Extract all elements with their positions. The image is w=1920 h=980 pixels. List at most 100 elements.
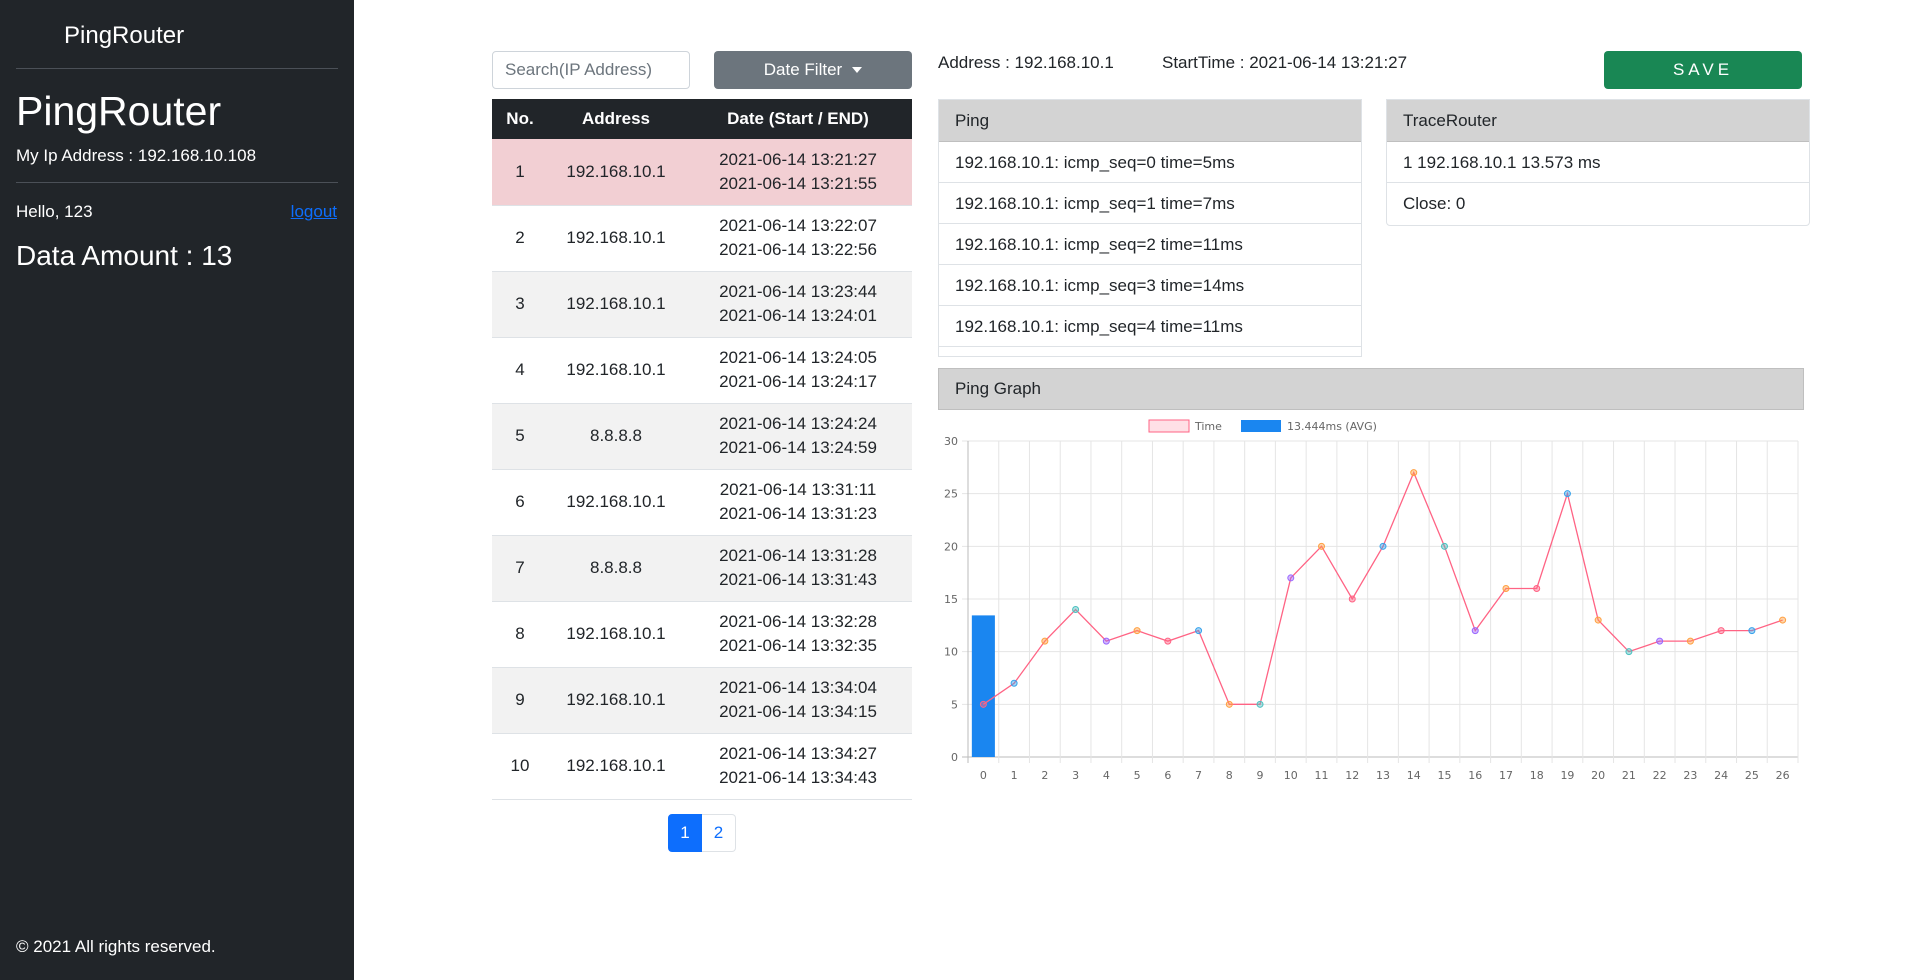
row-end: 2021-06-14 13:34:15 xyxy=(719,702,877,721)
data-point xyxy=(1717,627,1725,635)
row-start: 2021-06-14 13:24:05 xyxy=(719,348,877,367)
data-point xyxy=(1102,637,1110,645)
data-point xyxy=(1133,627,1141,635)
trace-panel-title: TraceRouter xyxy=(1387,100,1809,142)
row-end: 2021-06-14 13:24:59 xyxy=(719,438,877,457)
date-filter-button[interactable]: Date Filter xyxy=(714,51,912,89)
row-start: 2021-06-14 13:23:44 xyxy=(719,282,877,301)
data-point xyxy=(1256,700,1264,708)
table-row[interactable]: 9 192.168.10.1 2021-06-14 13:34:04 2021-0… xyxy=(492,667,912,734)
date-filter-label: Date Filter xyxy=(763,60,843,79)
x-tick-label: 3 xyxy=(1072,769,1079,782)
x-tick-label: 17 xyxy=(1499,769,1513,782)
x-tick-label: 21 xyxy=(1622,769,1636,782)
row-address: 8.8.8.8 xyxy=(548,403,684,470)
data-point xyxy=(1625,648,1633,656)
selected-address: Address : 192.168.10.1 xyxy=(938,53,1114,72)
x-tick-label: 20 xyxy=(1591,769,1605,782)
row-dates: 2021-06-14 13:23:44 2021-06-14 13:24:01 xyxy=(684,271,912,338)
x-tick-label: 11 xyxy=(1315,769,1329,782)
table-row[interactable]: 6 192.168.10.1 2021-06-14 13:31:11 2021-0… xyxy=(492,469,912,536)
legend-swatch-avg xyxy=(1241,420,1281,432)
data-point xyxy=(1533,584,1541,592)
x-tick-label: 10 xyxy=(1284,769,1298,782)
logout-link[interactable]: logout xyxy=(290,202,337,221)
row-start: 2021-06-14 13:31:28 xyxy=(719,546,877,565)
row-dates: 2021-06-14 13:24:24 2021-06-14 13:24:59 xyxy=(684,403,912,470)
data-point xyxy=(979,700,987,708)
table-row[interactable]: 4 192.168.10.1 2021-06-14 13:24:05 2021-0… xyxy=(492,337,912,404)
y-tick-label: 30 xyxy=(944,435,958,448)
brand-name[interactable]: PingRouter xyxy=(64,22,185,49)
data-point xyxy=(1471,627,1479,635)
row-address: 192.168.10.1 xyxy=(548,667,684,734)
row-address: 192.168.10.1 xyxy=(548,271,684,338)
page-2-button[interactable]: 2 xyxy=(702,814,736,852)
data-point xyxy=(1502,584,1510,592)
row-dates: 2021-06-14 13:31:28 2021-06-14 13:31:43 xyxy=(684,535,912,602)
x-tick-label: 25 xyxy=(1745,769,1759,782)
row-start: 2021-06-14 13:32:28 xyxy=(719,612,877,631)
row-no: 9 xyxy=(492,667,548,734)
x-tick-label: 18 xyxy=(1530,769,1544,782)
row-end: 2021-06-14 13:34:43 xyxy=(719,768,877,787)
row-address: 192.168.10.1 xyxy=(548,469,684,536)
table-row[interactable]: 1 192.168.10.1 2021-06-14 13:21:27 2021-0… xyxy=(492,139,912,206)
x-tick-label: 26 xyxy=(1776,769,1790,782)
table-row[interactable]: 8 192.168.10.1 2021-06-14 13:32:28 2021-0… xyxy=(492,601,912,668)
table-row[interactable]: 10 192.168.10.1 2021-06-14 13:34:27 2021-… xyxy=(492,733,912,800)
avg-bar xyxy=(971,615,995,757)
header-no: No. xyxy=(492,99,548,139)
header-address: Address xyxy=(548,99,684,139)
x-tick-label: 4 xyxy=(1103,769,1110,782)
row-dates: 2021-06-14 13:32:28 2021-06-14 13:32:35 xyxy=(684,601,912,668)
trace-result-item: Close: 0 xyxy=(1403,194,1466,213)
my-ip-address: My Ip Address : 192.168.10.108 xyxy=(16,146,257,165)
data-point xyxy=(1072,606,1080,614)
data-point xyxy=(1225,700,1233,708)
y-tick-label: 0 xyxy=(951,751,958,764)
graph-panel-title: Ping Graph xyxy=(939,369,1803,409)
x-tick-label: 12 xyxy=(1345,769,1359,782)
row-end: 2021-06-14 13:22:56 xyxy=(719,240,877,259)
data-point xyxy=(1748,627,1756,635)
x-tick-label: 2 xyxy=(1041,769,1048,782)
search-input[interactable] xyxy=(492,51,690,89)
row-dates: 2021-06-14 13:34:04 2021-06-14 13:34:15 xyxy=(684,667,912,734)
row-address: 192.168.10.1 xyxy=(548,601,684,668)
data-point xyxy=(1318,542,1326,550)
y-tick-label: 5 xyxy=(951,698,958,711)
row-no: 2 xyxy=(492,205,548,272)
row-end: 2021-06-14 13:31:23 xyxy=(719,504,877,523)
x-tick-label: 15 xyxy=(1437,769,1451,782)
pagination: 1 2 xyxy=(668,814,736,852)
ping-result-item: 192.168.10.1: icmp_seq=2 time=11ms xyxy=(939,224,1361,265)
data-point xyxy=(1779,616,1787,624)
table-header-row: No. Address Date (Start / END) xyxy=(492,99,912,139)
x-tick-label: 24 xyxy=(1714,769,1728,782)
row-start: 2021-06-14 13:34:27 xyxy=(719,744,877,763)
x-tick-label: 9 xyxy=(1257,769,1264,782)
x-tick-label: 14 xyxy=(1407,769,1421,782)
table-row[interactable]: 3 192.168.10.1 2021-06-14 13:23:44 2021-0… xyxy=(492,271,912,338)
save-button[interactable]: SAVE xyxy=(1604,51,1802,89)
x-tick-label: 19 xyxy=(1560,769,1574,782)
app-title: PingRouter xyxy=(16,88,222,134)
row-address: 8.8.8.8 xyxy=(548,535,684,602)
row-address: 192.168.10.1 xyxy=(548,139,684,206)
sidebar: PingRouter PingRouter My Ip Address : 19… xyxy=(0,0,354,980)
row-dates: 2021-06-14 13:21:27 2021-06-14 13:21:55 xyxy=(684,139,912,206)
row-no: 1 xyxy=(492,139,548,206)
table-row[interactable]: 2 192.168.10.1 2021-06-14 13:22:07 2021-0… xyxy=(492,205,912,272)
y-tick-label: 20 xyxy=(944,540,958,553)
page-1-button[interactable]: 1 xyxy=(668,814,702,852)
y-tick-label: 25 xyxy=(944,488,958,501)
sidebar-divider xyxy=(16,182,338,183)
legend-swatch-time xyxy=(1148,419,1190,433)
caret-down-icon xyxy=(852,67,863,73)
data-point xyxy=(1164,637,1172,645)
table-row[interactable]: 7 8.8.8.8 2021-06-14 13:31:28 2021-06-14 … xyxy=(492,535,912,602)
table-row[interactable]: 5 8.8.8.8 2021-06-14 13:24:24 2021-06-14 … xyxy=(492,403,912,470)
row-no: 4 xyxy=(492,337,548,404)
graph-panel: Ping Graph xyxy=(938,368,1804,410)
